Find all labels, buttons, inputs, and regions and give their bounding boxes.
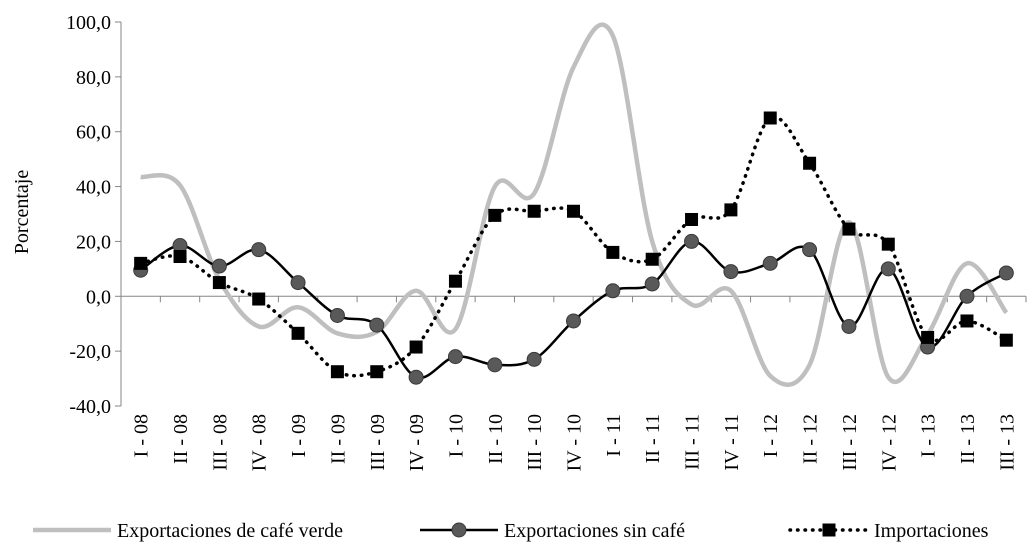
data-point <box>605 283 621 299</box>
data-point <box>408 369 424 385</box>
x-tick-label: III - 12 <box>839 414 861 471</box>
y-axis-title: Porcentaje <box>11 170 33 255</box>
y-tick-label: 20,0 <box>76 231 111 253</box>
y-tick-label: 100,0 <box>66 12 111 34</box>
data-point <box>645 252 659 266</box>
x-tick-label: I - 09 <box>288 414 310 457</box>
data-point <box>173 250 187 264</box>
x-tick-label: III - 13 <box>996 414 1018 471</box>
data-point <box>802 242 818 258</box>
x-tick-label: IV - 09 <box>406 414 428 471</box>
data-point <box>998 265 1014 281</box>
data-point <box>567 204 580 218</box>
x-tick-label: III - 08 <box>209 414 231 471</box>
x-tick-label: II - 09 <box>327 414 349 464</box>
data-point <box>134 256 148 270</box>
data-point <box>488 208 502 222</box>
data-point <box>606 245 620 259</box>
data-point <box>763 111 777 125</box>
x-tick-label: I - 10 <box>445 414 467 457</box>
legend-label: Exportaciones sin café <box>504 520 685 542</box>
y-tick-label: 80,0 <box>76 67 111 89</box>
data-point <box>921 330 935 344</box>
data-point <box>527 204 541 218</box>
data-point <box>724 203 738 217</box>
data-point <box>762 255 778 271</box>
x-tick-label: I - 12 <box>760 414 782 457</box>
data-point <box>881 237 895 251</box>
data-point <box>644 276 660 292</box>
x-tick-label: I - 08 <box>131 414 153 457</box>
data-point <box>330 365 344 379</box>
data-point <box>252 292 266 306</box>
data-point <box>842 222 856 236</box>
x-tick-label: IV - 08 <box>249 414 271 471</box>
x-tick-label: I - 13 <box>918 414 940 457</box>
data-point <box>370 365 384 379</box>
data-point <box>999 333 1013 347</box>
data-point <box>369 317 385 333</box>
legend-label: Exportaciones de café verde <box>117 520 343 542</box>
legend-label: Importaciones <box>874 520 989 542</box>
data-point <box>880 261 896 277</box>
data-point <box>684 233 700 249</box>
x-tick-label: II - 12 <box>800 414 822 464</box>
data-point <box>685 212 699 226</box>
series-line <box>139 240 1007 380</box>
data-point <box>212 276 226 290</box>
data-point <box>211 258 227 274</box>
x-tick-label: II - 13 <box>957 414 979 464</box>
y-tick-label: 40,0 <box>76 177 111 199</box>
x-tick-label: IV - 12 <box>878 414 900 471</box>
data-point <box>841 318 857 334</box>
data-point <box>409 340 423 354</box>
x-tick-label: IV - 11 <box>721 414 743 471</box>
data-point <box>723 264 739 280</box>
y-tick-label: 60,0 <box>76 122 111 144</box>
x-tick-label: II - 08 <box>170 414 192 464</box>
data-point <box>251 242 267 258</box>
data-point <box>803 156 817 170</box>
y-tick-label: -40,0 <box>69 396 111 418</box>
data-point <box>329 307 345 323</box>
x-tick-label: III - 09 <box>367 414 389 471</box>
data-point <box>448 274 462 288</box>
data-point <box>959 288 975 304</box>
data-point <box>290 275 306 291</box>
x-tick-label: IV - 10 <box>564 414 586 471</box>
x-tick-label: III - 10 <box>524 414 546 471</box>
data-point <box>960 314 974 328</box>
series-line <box>138 115 1009 378</box>
x-tick-label: I - 11 <box>603 414 625 457</box>
data-point <box>566 313 581 329</box>
data-point <box>526 351 542 367</box>
legend-marker <box>451 522 467 538</box>
series-line <box>140 22 1009 387</box>
y-tick-label: 0,0 <box>86 286 111 308</box>
x-tick-label: II - 11 <box>642 414 664 463</box>
x-tick-label: II - 10 <box>485 414 507 464</box>
x-tick-label: III - 11 <box>682 414 704 470</box>
data-point <box>487 357 503 373</box>
data-point <box>447 349 463 365</box>
data-point <box>291 326 305 340</box>
y-tick-label: -20,0 <box>69 341 111 363</box>
legend-marker <box>822 523 836 537</box>
